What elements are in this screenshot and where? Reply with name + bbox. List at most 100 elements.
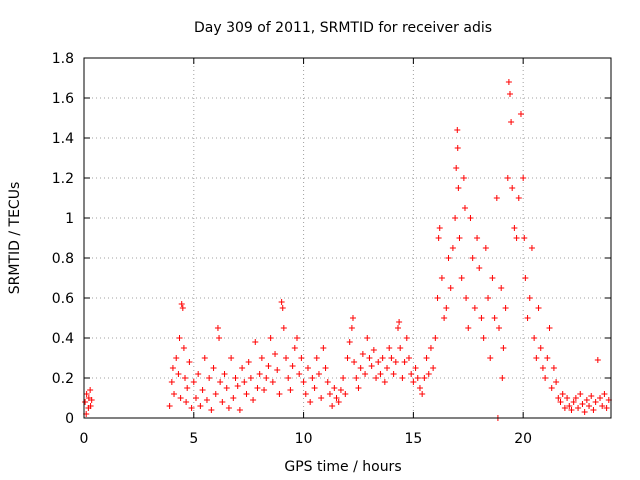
- data-point: [331, 385, 338, 391]
- x-axis-label: GPS time / hours: [284, 459, 401, 475]
- data-point: [443, 305, 450, 311]
- data-point: [304, 365, 311, 371]
- data-point: [234, 383, 241, 389]
- data-point: [403, 335, 410, 341]
- data-point: [405, 355, 412, 361]
- data-point: [438, 275, 445, 281]
- data-point: [390, 371, 397, 377]
- data-point: [396, 319, 403, 325]
- data-point: [289, 363, 296, 369]
- data-point: [548, 385, 555, 391]
- data-point: [449, 245, 456, 251]
- data-point: [357, 365, 364, 371]
- x-tick-label: 10: [295, 431, 313, 447]
- data-point: [430, 365, 437, 371]
- data-point: [342, 391, 349, 397]
- data-point: [182, 375, 189, 381]
- data-point: [346, 339, 353, 345]
- data-point: [392, 359, 399, 365]
- data-point: [241, 379, 248, 385]
- data-point: [485, 295, 492, 301]
- data-point: [581, 409, 588, 415]
- data-point: [498, 285, 505, 291]
- data-point: [478, 315, 485, 321]
- data-point: [179, 305, 186, 311]
- y-tick-label: 1.6: [52, 91, 74, 107]
- data-point: [467, 215, 474, 221]
- data-point: [285, 375, 292, 381]
- data-point: [434, 295, 441, 301]
- data-point: [419, 391, 426, 397]
- data-point: [169, 365, 176, 371]
- data-point: [276, 391, 283, 397]
- data-point: [283, 355, 290, 361]
- data-point: [309, 375, 316, 381]
- data-point: [214, 325, 221, 331]
- data-point: [293, 335, 300, 341]
- data-point: [375, 359, 382, 365]
- data-point: [496, 325, 503, 331]
- data-point: [280, 325, 287, 331]
- data-point: [195, 371, 202, 377]
- data-point: [287, 387, 294, 393]
- data-point: [577, 391, 584, 397]
- data-point: [513, 235, 520, 241]
- data-point: [85, 395, 92, 401]
- data-point: [559, 391, 566, 397]
- data-point: [388, 355, 395, 361]
- data-point: [320, 345, 327, 351]
- data-point: [184, 385, 191, 391]
- y-tick-label: 0.6: [52, 291, 74, 307]
- data-point: [570, 399, 577, 405]
- data-point: [557, 399, 564, 405]
- data-point: [508, 119, 515, 125]
- data-point: [597, 395, 604, 401]
- data-point: [469, 255, 476, 261]
- data-point: [258, 355, 265, 361]
- data-point: [370, 347, 377, 353]
- data-point: [542, 375, 549, 381]
- data-point: [199, 387, 206, 393]
- data-point: [344, 355, 351, 361]
- data-point: [82, 399, 89, 405]
- data-point: [373, 375, 380, 381]
- data-point: [221, 371, 228, 377]
- data-point: [274, 367, 281, 373]
- data-point: [476, 265, 483, 271]
- data-point: [397, 345, 404, 351]
- data-point: [355, 385, 362, 391]
- data-point: [324, 379, 331, 385]
- data-point: [463, 295, 470, 301]
- data-point: [379, 355, 386, 361]
- data-point: [408, 371, 415, 377]
- data-point: [399, 375, 406, 381]
- data-point: [210, 365, 217, 371]
- data-point: [594, 357, 601, 363]
- data-point: [465, 325, 472, 331]
- x-tick-label: 5: [189, 431, 198, 447]
- data-point: [572, 395, 579, 401]
- data-point: [351, 359, 358, 365]
- data-point: [212, 391, 219, 397]
- data-point: [322, 365, 329, 371]
- data-point: [359, 351, 366, 357]
- data-point: [524, 315, 531, 321]
- data-point: [269, 379, 276, 385]
- data-point: [296, 371, 303, 377]
- data-point: [454, 127, 461, 133]
- data-point: [599, 403, 606, 409]
- data-point: [425, 371, 432, 377]
- data-point: [588, 393, 595, 399]
- data-point: [208, 407, 215, 413]
- data-point: [362, 371, 369, 377]
- data-point: [471, 305, 478, 311]
- data-point: [520, 175, 527, 181]
- data-point: [247, 375, 254, 381]
- data-point: [522, 275, 529, 281]
- data-point: [474, 235, 481, 241]
- data-point: [427, 345, 434, 351]
- data-point: [340, 375, 347, 381]
- data-point: [509, 185, 516, 191]
- data-point: [561, 405, 568, 411]
- data-point: [83, 391, 90, 397]
